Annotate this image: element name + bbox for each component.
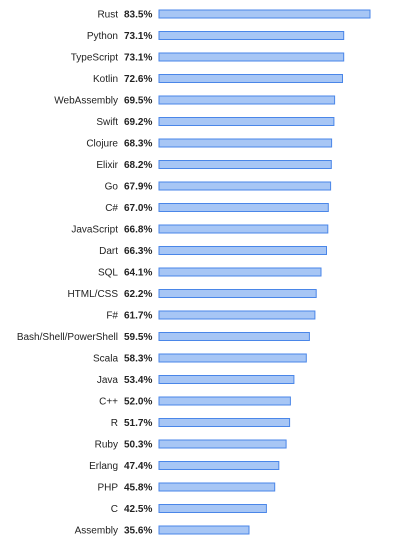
bar <box>158 95 336 105</box>
category-label: Java <box>97 375 119 386</box>
bar <box>158 289 317 298</box>
bar <box>158 117 335 126</box>
bar <box>158 181 332 191</box>
value-label: 68.3% <box>124 139 152 150</box>
value-label: 68.2% <box>124 160 152 171</box>
category-label: C++ <box>99 397 118 408</box>
value-label: 42.5% <box>124 504 152 515</box>
bar <box>158 52 345 62</box>
category-label: Ruby <box>95 440 118 451</box>
bar <box>158 31 345 40</box>
category-label: Elixir <box>96 160 118 171</box>
bar <box>158 203 329 212</box>
category-label: PHP <box>97 483 118 494</box>
category-label: R <box>111 418 118 429</box>
value-label: 35.6% <box>124 526 152 537</box>
value-label: 53.4% <box>124 375 152 386</box>
category-label: JavaScript <box>71 225 118 236</box>
value-label: 62.2% <box>124 289 152 300</box>
category-label: Bash/Shell/PowerShell <box>17 332 118 343</box>
bar <box>158 224 329 234</box>
value-label: 69.5% <box>124 96 152 107</box>
category-label: Assembly <box>75 526 118 537</box>
bar <box>158 375 295 384</box>
category-label: TypeScript <box>71 53 118 64</box>
category-label: Dart <box>99 246 118 257</box>
category-label: HTML/CSS <box>67 289 118 300</box>
category-label: Swift <box>96 117 118 128</box>
bar <box>158 332 310 341</box>
value-label: 73.1% <box>124 31 152 42</box>
value-label: 73.1% <box>124 53 152 64</box>
value-label: 58.3% <box>124 354 152 365</box>
value-label: 72.6% <box>124 74 152 85</box>
category-label: Clojure <box>86 139 118 150</box>
value-label: 66.3% <box>124 246 152 257</box>
value-label: 45.8% <box>124 483 152 494</box>
category-label: WebAssembly <box>54 96 118 107</box>
category-label: C <box>111 504 118 515</box>
value-label: 52.0% <box>124 397 152 408</box>
bar <box>158 267 322 277</box>
value-label: 61.7% <box>124 311 152 322</box>
category-label: Rust <box>97 10 118 21</box>
bar <box>158 310 316 320</box>
value-label: 69.2% <box>124 117 152 128</box>
bar <box>158 504 267 513</box>
value-label: 50.3% <box>124 440 152 451</box>
category-label: F# <box>106 311 118 322</box>
bar <box>158 396 291 406</box>
bar <box>158 353 307 363</box>
value-label: 67.0% <box>124 203 152 214</box>
bar <box>158 160 332 169</box>
bar <box>158 525 250 535</box>
bar <box>158 246 327 255</box>
bar <box>158 9 371 19</box>
value-label: 83.5% <box>124 10 152 21</box>
bar <box>158 418 291 427</box>
category-label: Scala <box>93 354 118 365</box>
category-label: Erlang <box>89 461 118 472</box>
category-label: Kotlin <box>93 74 118 85</box>
category-label: C# <box>105 203 118 214</box>
value-label: 64.1% <box>124 268 152 279</box>
category-label: Go <box>105 182 119 193</box>
bar <box>158 74 343 83</box>
value-label: 67.9% <box>124 182 152 193</box>
bar <box>158 439 287 449</box>
bar <box>158 482 276 492</box>
value-label: 47.4% <box>124 461 152 472</box>
bar <box>158 461 280 470</box>
value-label: 66.8% <box>124 225 152 236</box>
bar <box>158 138 333 148</box>
category-label: SQL <box>98 268 118 279</box>
value-label: 59.5% <box>124 332 152 343</box>
category-label: Python <box>87 31 118 42</box>
value-label: 51.7% <box>124 418 152 429</box>
